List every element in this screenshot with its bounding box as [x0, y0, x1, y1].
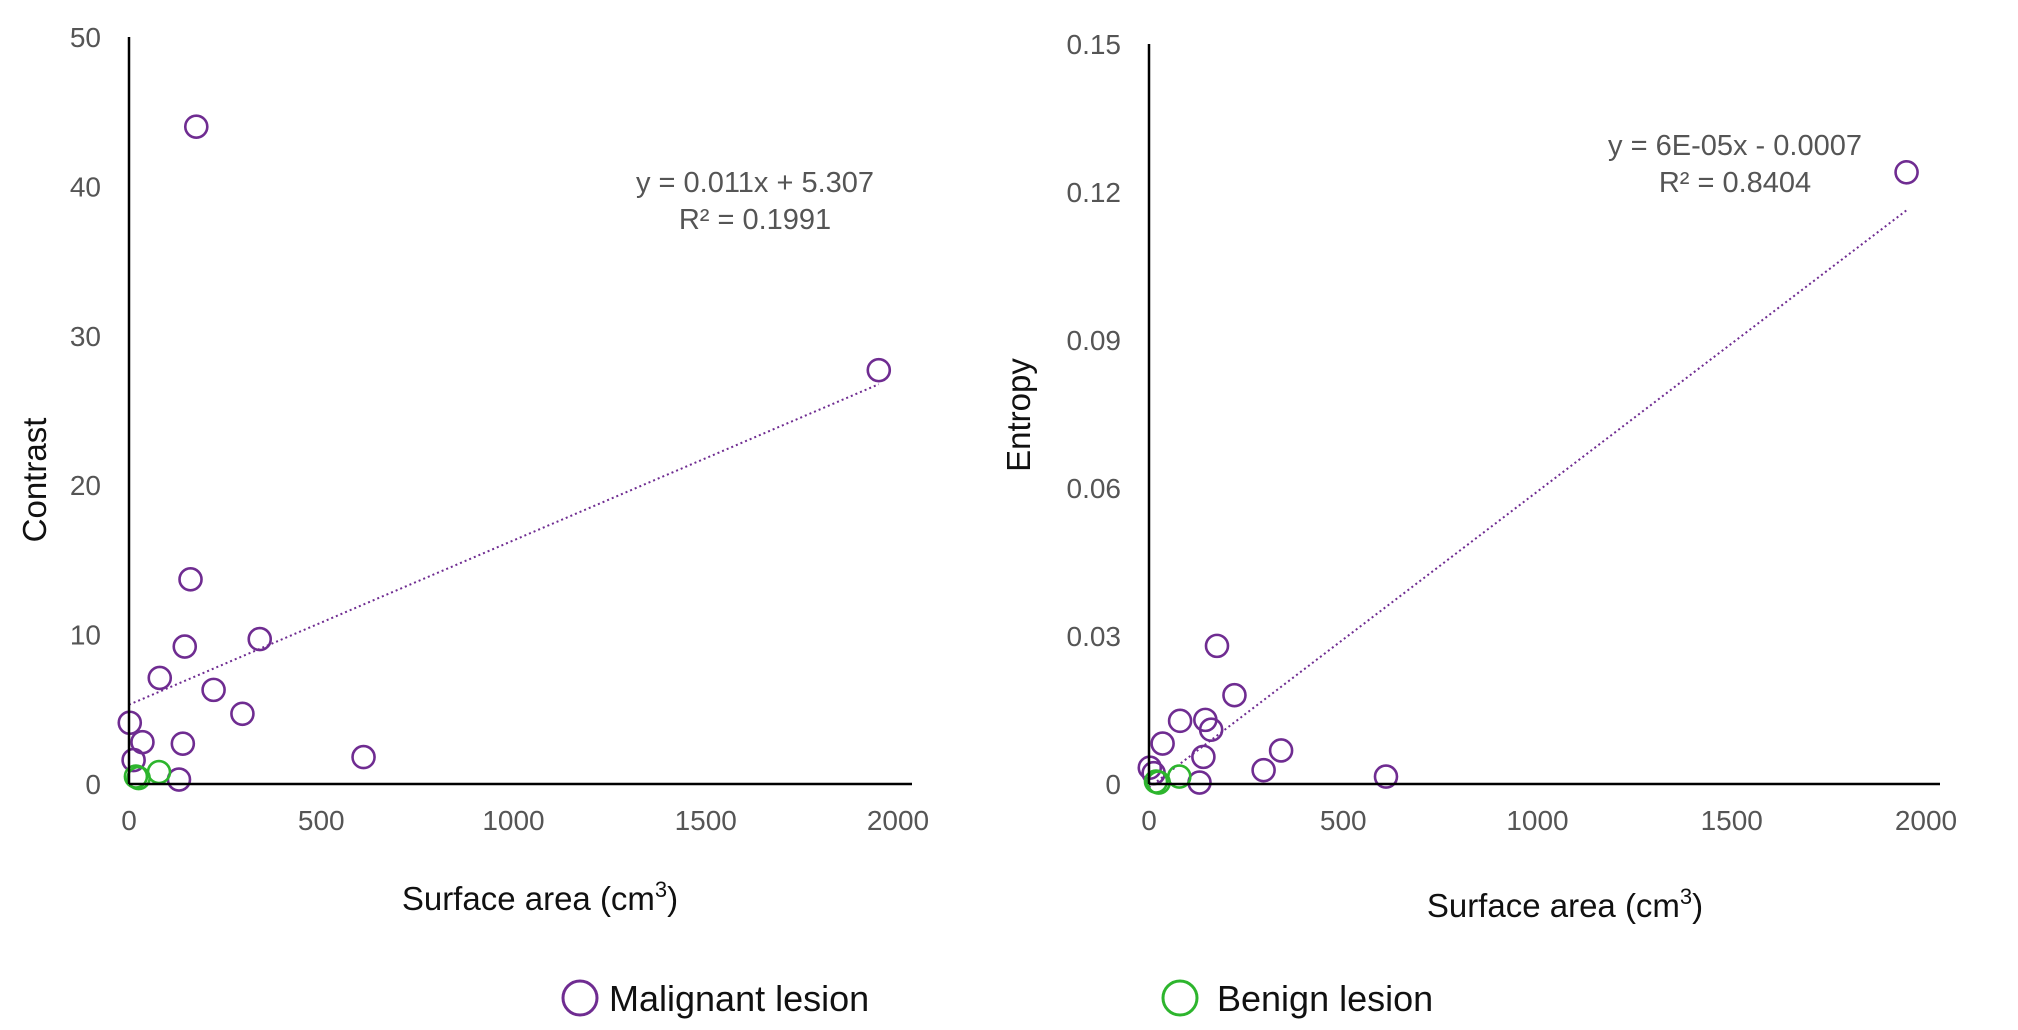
contrast-x-tick-label: 1500: [675, 805, 737, 836]
entropy-chart: 0 0.03 0.06 0.09 0.12 0.15 0 500 1000 1500 2000 E…: [1000, 29, 1957, 924]
entropy-x-tick-label: 500: [1320, 805, 1367, 836]
contrast-x-tick-label: 2000: [867, 805, 929, 836]
entropy-trendline-group: [1148, 209, 1908, 789]
entropy-x-tick-label: 1500: [1701, 805, 1763, 836]
entropy-y-tick-label: 0.12: [1067, 177, 1122, 208]
contrast-x-ticks: 0 500 1000 1500 2000: [121, 805, 929, 836]
entropy-points-group: [1137, 159, 1919, 795]
contrast-malignant-point: [866, 357, 892, 383]
legend-item-benign: Benign lesion: [1161, 978, 1433, 1019]
legend-marker-malignant: [561, 979, 599, 1017]
entropy-x-axis-title-sup: 3: [1680, 884, 1692, 909]
entropy-malignant-point: [1222, 682, 1247, 708]
contrast-benign-point: [146, 759, 172, 785]
entropy-x-ticks: 0 500 1000 1500 2000: [1141, 805, 1957, 836]
legend-label-benign: Benign lesion: [1217, 978, 1433, 1019]
contrast-malignant-point: [247, 626, 273, 652]
entropy-malignant-point: [1268, 738, 1294, 763]
entropy-malignant-point: [1204, 633, 1230, 659]
contrast-malignant-point: [170, 731, 196, 756]
entropy-x-axis-title-main: Surface area (cm: [1427, 887, 1680, 924]
contrast-trend-r2: R² = 0.1991: [679, 204, 831, 236]
entropy-y-tick-label: 0.03: [1067, 621, 1122, 652]
entropy-x-tick-label: 1000: [1506, 805, 1568, 836]
contrast-trendline-group: [128, 383, 880, 706]
entropy-y-tick-label: 0.15: [1067, 29, 1122, 60]
entropy-malignant-point: [1251, 757, 1276, 783]
contrast-trend-equation: y = 0.011x + 5.307: [636, 167, 874, 199]
contrast-malignant-point: [130, 729, 155, 755]
entropy-malignant-point: [1187, 770, 1212, 795]
entropy-x-tick-label: 0: [1141, 805, 1157, 836]
entropy-trendline: [1148, 209, 1908, 789]
entropy-trend-equation: y = 6E-05x - 0.0007: [1608, 130, 1862, 162]
contrast-malignant-point: [172, 634, 198, 659]
legend: Malignant lesion Benign lesion: [561, 978, 1433, 1019]
contrast-malignant-point: [351, 744, 376, 770]
contrast-malignant-point: [183, 114, 209, 139]
entropy-y-tick-label: 0.06: [1067, 473, 1122, 504]
contrast-y-tick-label: 40: [70, 171, 101, 202]
contrast-malignant-point: [201, 677, 226, 703]
contrast-points-group: [117, 114, 892, 792]
contrast-x-tick-label: 500: [298, 805, 345, 836]
contrast-x-tick-label: 1000: [482, 805, 544, 836]
entropy-malignant-point: [1373, 764, 1399, 789]
entropy-y-tick-label: 0: [1105, 769, 1121, 800]
contrast-y-tick-label: 20: [70, 470, 101, 501]
contrast-y-tick-label: 30: [70, 321, 101, 352]
legend-marker-benign: [1161, 979, 1199, 1017]
contrast-chart: 0 10 20 30 40 50 0 500 1000 1500 2000 Contrast Su…: [16, 22, 929, 917]
contrast-y-tick-label: 50: [70, 22, 101, 53]
entropy-malignant-point: [1167, 708, 1193, 734]
contrast-y-ticks: 0 10 20 30 40 50: [70, 22, 101, 800]
entropy-y-axis-title: Entropy: [1000, 358, 1037, 472]
legend-item-malignant: Malignant lesion: [561, 978, 869, 1019]
entropy-x-tick-label: 2000: [1895, 805, 1957, 836]
contrast-y-tick-label: 0: [85, 769, 101, 800]
contrast-x-axis-title-close: ): [667, 880, 678, 917]
entropy-malignant-point: [1198, 717, 1224, 743]
contrast-y-axis-title: Contrast: [16, 418, 53, 543]
entropy-y-ticks: 0 0.03 0.06 0.09 0.12 0.15: [1067, 29, 1122, 800]
contrast-x-axis-title: Surface area (cm3): [402, 877, 678, 917]
entropy-x-axis-title: Surface area (cm3): [1427, 884, 1703, 924]
entropy-malignant-point: [1191, 744, 1216, 770]
contrast-x-tick-label: 0: [121, 805, 137, 836]
contrast-malignant-point: [230, 701, 255, 727]
contrast-x-axis-title-sup: 3: [655, 877, 667, 902]
entropy-malignant-point: [1894, 159, 1919, 185]
entropy-malignant-point: [1150, 731, 1175, 756]
legend-label-malignant: Malignant lesion: [609, 978, 869, 1019]
entropy-trend-r2: R² = 0.8404: [1659, 167, 1811, 199]
contrast-x-axis-title-main: Surface area (cm: [402, 880, 655, 917]
contrast-trendline: [128, 383, 880, 706]
entropy-y-tick-label: 0.09: [1067, 325, 1122, 356]
entropy-x-axis-title-close: ): [1692, 887, 1703, 924]
contrast-y-tick-label: 10: [70, 620, 101, 651]
entropy-benign-point: [1167, 764, 1192, 789]
contrast-malignant-point: [147, 665, 173, 691]
contrast-malignant-point: [178, 567, 203, 592]
